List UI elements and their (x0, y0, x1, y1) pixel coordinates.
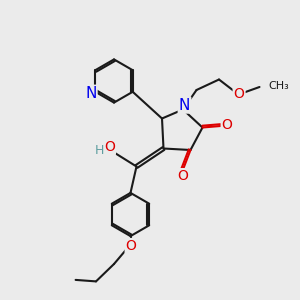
Text: O: O (126, 239, 136, 253)
Text: CH₃: CH₃ (268, 80, 289, 91)
Text: N: N (179, 98, 190, 112)
Text: H: H (94, 143, 104, 157)
Text: O: O (234, 87, 244, 100)
Text: O: O (104, 140, 115, 154)
Text: O: O (177, 169, 188, 183)
Text: O: O (222, 118, 232, 132)
Text: N: N (85, 86, 97, 101)
